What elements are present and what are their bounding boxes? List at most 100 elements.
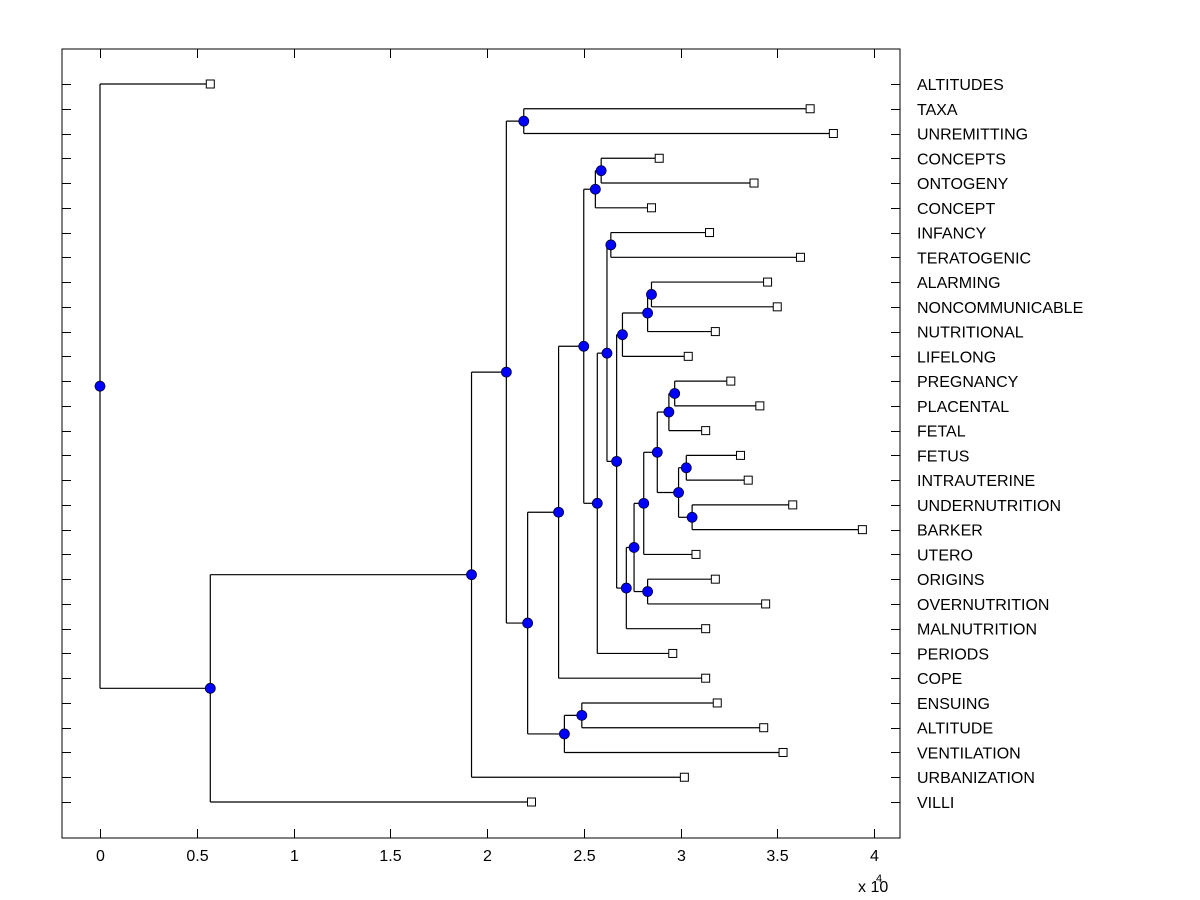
leaf-marker bbox=[705, 228, 715, 238]
leaf-label: INTRAUTERINE bbox=[917, 473, 1035, 490]
leaf-label: URBANIZATION bbox=[917, 770, 1035, 787]
x-tick-label: 4 bbox=[870, 848, 879, 865]
leaf-marker bbox=[691, 549, 701, 559]
leaf-label: NUTRITIONAL bbox=[917, 325, 1024, 342]
internal-node-marker bbox=[204, 682, 216, 694]
internal-nodes bbox=[94, 115, 698, 740]
internal-node-marker bbox=[601, 347, 613, 359]
internal-node-marker bbox=[680, 462, 692, 474]
internal-node-marker bbox=[651, 446, 663, 458]
internal-node-marker bbox=[589, 183, 601, 195]
internal-node-marker bbox=[673, 487, 684, 498]
x-tick-label: 1 bbox=[290, 848, 299, 865]
leaf-marker bbox=[857, 525, 867, 535]
leaf-marker bbox=[788, 500, 798, 510]
leaf-label: FETAL bbox=[917, 424, 966, 441]
leaf-label: TAXA bbox=[917, 102, 958, 119]
leaf-marker bbox=[701, 624, 711, 634]
internal-node-marker bbox=[500, 366, 512, 378]
leaf-label: CONCEPT bbox=[917, 201, 995, 218]
internal-node-marker bbox=[686, 511, 698, 523]
leaf-marker bbox=[679, 772, 689, 782]
plot-frame bbox=[61, 48, 901, 839]
leaf-marker bbox=[712, 698, 722, 708]
leaf-marker bbox=[205, 79, 215, 89]
leaf-marker bbox=[743, 475, 753, 485]
leaf-label: UNDERNUTRITION bbox=[917, 498, 1061, 515]
leaf-label: PREGNANCY bbox=[917, 374, 1019, 391]
internal-node-marker bbox=[628, 542, 640, 553]
leaf-marker bbox=[654, 153, 664, 163]
leaf-label: ORIGINS bbox=[917, 572, 985, 589]
leaf-label: ALTITUDE bbox=[917, 721, 993, 738]
leaf-marker bbox=[646, 203, 656, 213]
leaf-labels: ALTITUDES TAXA UNREMITTING CONCEPTS ONTOGENY… bbox=[917, 77, 1083, 812]
internal-node-marker bbox=[595, 165, 607, 177]
internal-node-marker bbox=[578, 340, 590, 352]
internal-node-marker bbox=[553, 506, 564, 518]
leaf-markers bbox=[205, 79, 867, 807]
x-tick-label: 3 bbox=[677, 848, 686, 865]
internal-node-marker bbox=[576, 709, 588, 721]
internal-node-marker bbox=[94, 380, 106, 392]
leaf-label: INFANCY bbox=[917, 226, 987, 243]
axis-ticks bbox=[62, 49, 900, 838]
leaf-label: LIFELONG bbox=[917, 349, 996, 366]
x-tick-labels: 0 0.5 1 1.5 2 2.5 3 3.5 4 bbox=[96, 848, 879, 865]
leaf-marker bbox=[828, 129, 838, 139]
leaf-marker bbox=[772, 302, 782, 312]
x-multiplier-exponent: 4 bbox=[876, 873, 882, 885]
leaf-label: ENSUING bbox=[917, 696, 990, 713]
leaf-marker bbox=[759, 723, 769, 733]
x-tick-label: 0 bbox=[96, 848, 105, 865]
leaf-marker bbox=[527, 797, 537, 807]
internal-node-marker bbox=[642, 307, 654, 319]
leaf-label: BARKER bbox=[917, 523, 983, 540]
leaf-marker bbox=[795, 252, 805, 262]
leaf-label: ALARMING bbox=[917, 275, 1001, 292]
leaf-label: UTERO bbox=[917, 547, 973, 564]
internal-node-marker bbox=[591, 497, 603, 509]
internal-node-marker bbox=[605, 239, 617, 251]
leaf-marker bbox=[710, 574, 720, 584]
internal-node-marker bbox=[642, 586, 654, 597]
leaf-label: VENTILATION bbox=[917, 745, 1021, 762]
internal-node-marker bbox=[617, 329, 628, 341]
x-tick-label: 3.5 bbox=[766, 848, 788, 865]
leaf-label: PLACENTAL bbox=[917, 399, 1009, 416]
leaf-marker bbox=[701, 673, 711, 683]
leaf-marker bbox=[683, 351, 693, 361]
x-tick-label: 0.5 bbox=[186, 848, 208, 865]
leaf-marker bbox=[755, 401, 765, 411]
leaf-marker bbox=[710, 327, 720, 337]
x-tick-label: 2.5 bbox=[573, 848, 595, 865]
leaf-label: UNREMITTING bbox=[917, 127, 1028, 144]
internal-node-marker bbox=[466, 569, 477, 581]
internal-node-marker bbox=[663, 406, 675, 418]
leaf-label: CONCEPTS bbox=[917, 151, 1006, 168]
leaf-label: ALTITUDES bbox=[917, 77, 1004, 94]
leaf-label: MALNUTRITION bbox=[917, 622, 1037, 639]
internal-node-marker bbox=[646, 289, 657, 300]
x-tick-label: 2 bbox=[483, 848, 492, 865]
leaf-label: ONTOGENY bbox=[917, 176, 1009, 193]
internal-node-marker bbox=[611, 455, 623, 467]
internal-node-marker bbox=[522, 617, 534, 629]
x-tick-label: 1.5 bbox=[379, 848, 401, 865]
leaf-label: PERIODS bbox=[917, 646, 989, 663]
leaf-marker bbox=[761, 599, 771, 609]
leaf-marker bbox=[701, 426, 711, 436]
leaf-marker bbox=[735, 450, 745, 460]
leaf-marker bbox=[726, 376, 736, 386]
internal-node-marker bbox=[669, 388, 681, 399]
leaf-label: OVERNUTRITION bbox=[917, 597, 1049, 614]
x-multiplier-label: x 10 bbox=[858, 879, 888, 896]
leaf-marker bbox=[668, 648, 678, 658]
leaf-marker bbox=[805, 104, 815, 114]
leaf-label: VILLI bbox=[917, 795, 954, 812]
internal-node-marker bbox=[620, 582, 632, 594]
leaf-marker bbox=[778, 747, 788, 757]
internal-node-marker bbox=[518, 115, 530, 127]
internal-node-marker bbox=[559, 728, 570, 740]
